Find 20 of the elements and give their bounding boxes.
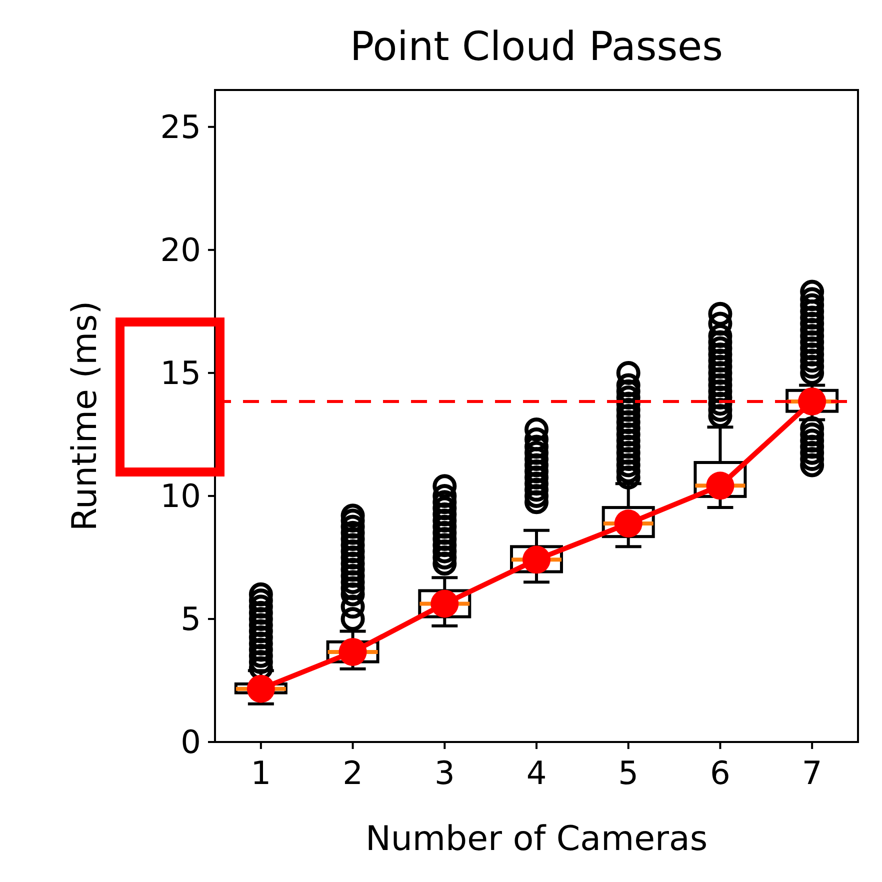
point	[522, 546, 550, 574]
y-tick-label: 25	[160, 108, 201, 146]
y-tick-label: 15	[160, 354, 201, 392]
chart-title: Point Cloud Passes	[350, 24, 723, 70]
point	[798, 387, 826, 416]
x-tick-label: 5	[618, 754, 639, 792]
x-tick-label: 1	[250, 754, 272, 792]
x-tick-label: 6	[710, 754, 730, 792]
y-tick-label: 5	[180, 600, 201, 638]
x-axis-title: Number of Cameras	[365, 819, 708, 859]
y-tick-label: 0	[180, 723, 201, 762]
y-axis-title: Runtime (ms)	[65, 300, 105, 532]
x-tick-label: 7	[802, 754, 822, 792]
x-tick-label: 2	[342, 754, 363, 792]
point	[246, 674, 275, 703]
x-tick-label: 3	[434, 754, 455, 792]
point	[338, 638, 367, 666]
y-tick-label: 20	[160, 231, 201, 270]
x-tick-label: 4	[526, 754, 547, 792]
y-tick-label: 10	[160, 477, 201, 516]
